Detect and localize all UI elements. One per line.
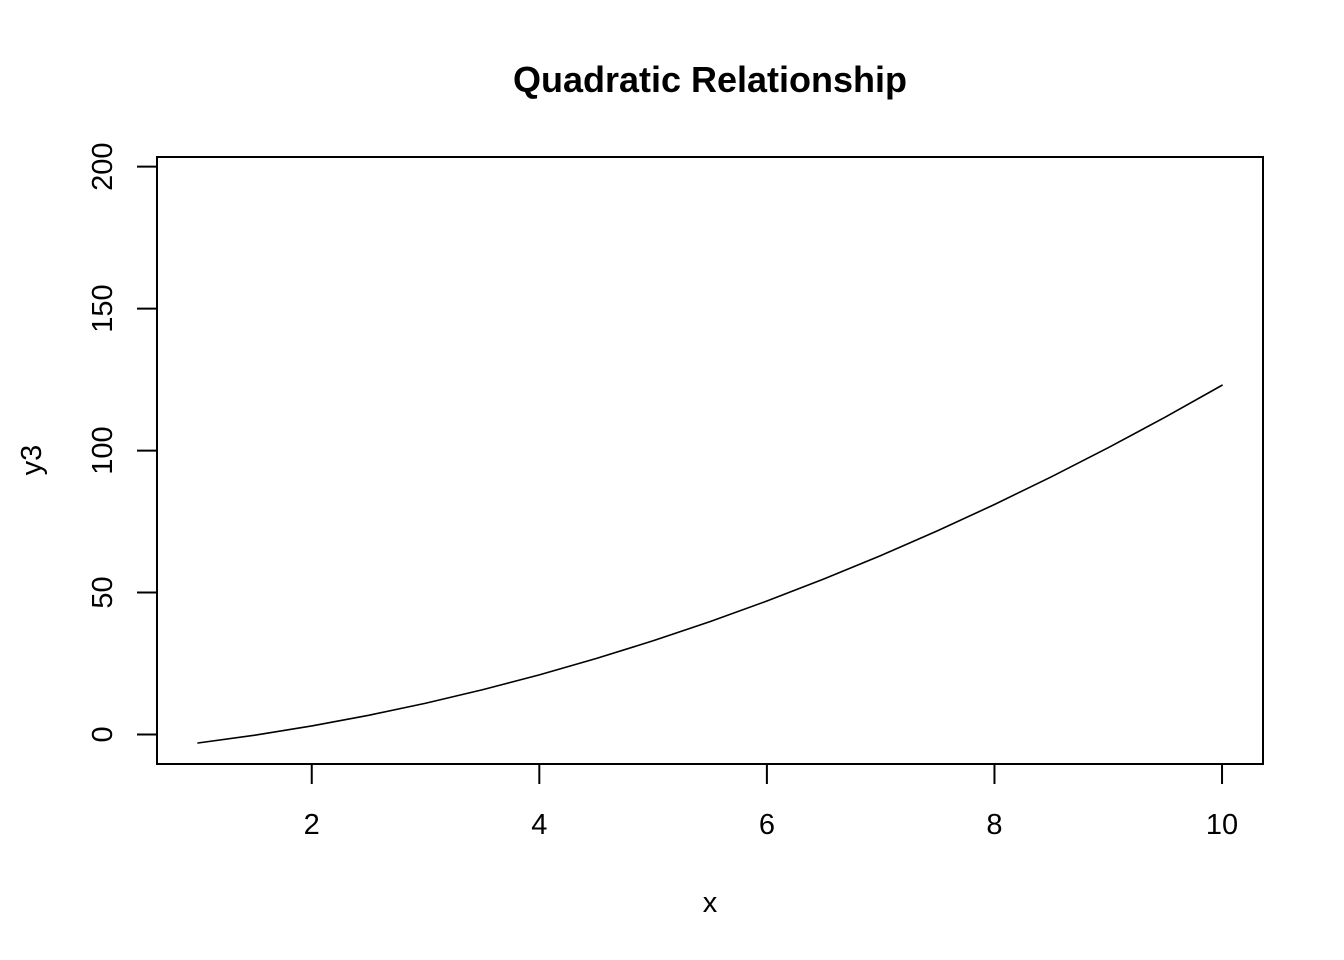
x-tick-label: 10: [1206, 809, 1238, 841]
chart-title: Quadratic Relationship: [513, 59, 907, 100]
x-tick-label: 2: [304, 809, 320, 841]
plot-frame: [156, 156, 1264, 765]
x-axis-label: x: [703, 887, 718, 919]
y-tick-label: 100: [87, 426, 119, 474]
x-tick-label: 4: [531, 809, 547, 841]
y-axis: 0 50 100 150 200: [87, 142, 158, 743]
series-layer: [197, 384, 1223, 744]
y-axis-label: y3: [16, 445, 48, 476]
x-axis: 2 4 6 8 10: [304, 763, 1238, 841]
x-tick-label: 8: [986, 809, 1002, 841]
y-tick-label: 150: [87, 284, 119, 332]
y-tick-label: 200: [87, 142, 119, 190]
series-line: [197, 384, 1223, 744]
y-tick-label: 0: [87, 726, 119, 742]
x-tick-label: 6: [759, 809, 775, 841]
y-tick-label: 50: [87, 576, 119, 608]
